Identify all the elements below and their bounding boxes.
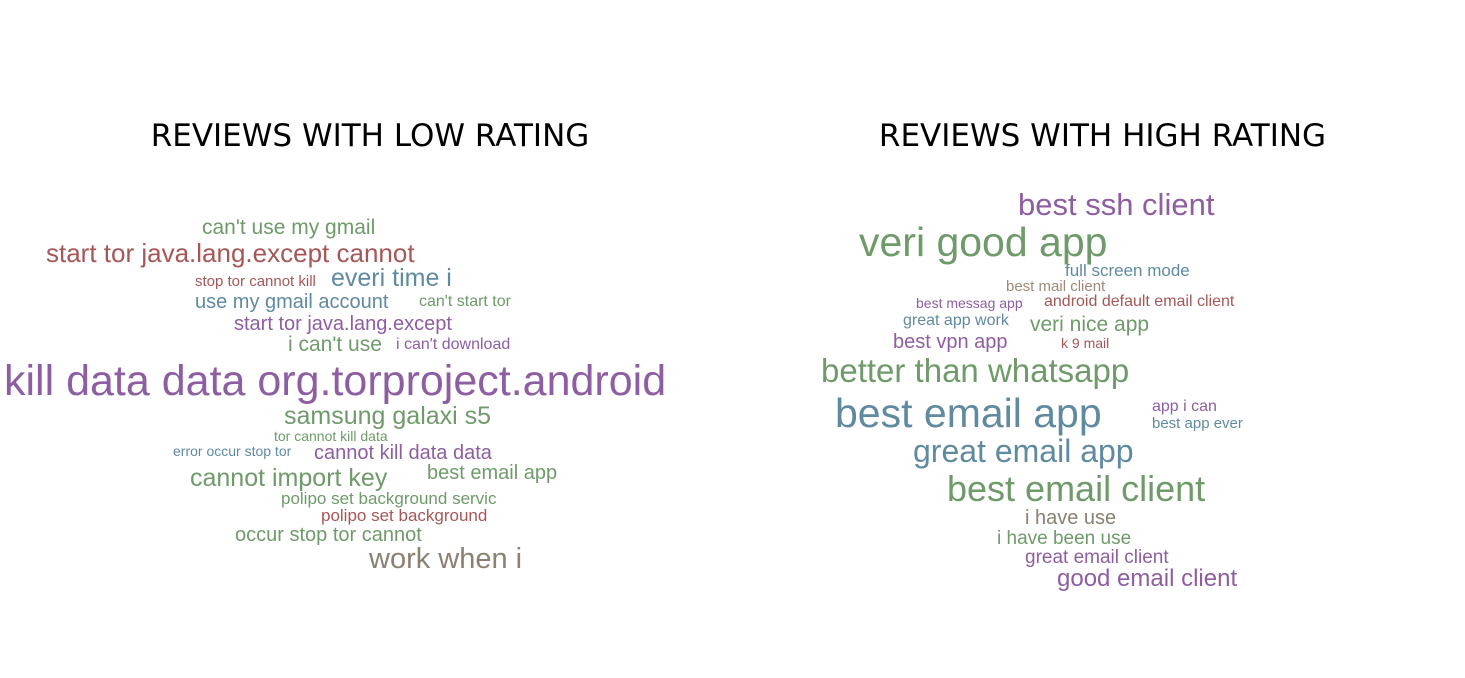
cloud-word: great email client bbox=[1025, 547, 1169, 568]
cloud-word: i have been use bbox=[997, 528, 1132, 549]
cloud-word: best mail client bbox=[1006, 278, 1106, 295]
cloud-word: everi time i bbox=[331, 264, 452, 292]
cloud-word: i can't download bbox=[396, 336, 511, 353]
cloud-word: best app ever bbox=[1152, 415, 1243, 432]
cloud-word: polipo set background servic bbox=[281, 489, 497, 508]
low-rating-panel: REVIEWS WITH LOW RATING can't use my gma… bbox=[4, 118, 667, 575]
cloud-word: i have use bbox=[1025, 507, 1117, 529]
cloud-word: app i can bbox=[1152, 398, 1217, 415]
cloud-word: best email app bbox=[835, 390, 1102, 436]
cloud-word: cannot import key bbox=[190, 464, 388, 492]
cloud-word: can't use my gmail bbox=[202, 216, 376, 239]
high-rating-title: REVIEWS WITH HIGH RATING bbox=[878, 118, 1327, 154]
cloud-word: good email client bbox=[1057, 565, 1238, 592]
cloud-word: full screen mode bbox=[1065, 261, 1190, 280]
cloud-word: better than whatsapp bbox=[821, 352, 1130, 389]
cloud-word: best vpn app bbox=[893, 331, 1008, 353]
cloud-word: start tor java.lang.except bbox=[234, 313, 452, 335]
cloud-word: great email app bbox=[913, 433, 1134, 469]
cloud-word: i can't use bbox=[288, 333, 382, 356]
cloud-word: best messag app bbox=[916, 295, 1023, 311]
low-rating-title: REVIEWS WITH LOW RATING bbox=[150, 118, 590, 154]
cloud-word: start tor java.lang.except cannot bbox=[46, 238, 415, 268]
cloud-word: work when i bbox=[369, 543, 523, 575]
cloud-word: tor cannot kill data bbox=[274, 428, 388, 444]
cloud-word: k 9 mail bbox=[1061, 335, 1110, 351]
cloud-word: veri nice app bbox=[1030, 313, 1150, 336]
cloud-word: best email app bbox=[427, 462, 558, 484]
cloud-word: occur stop tor cannot bbox=[235, 524, 422, 546]
cloud-word: use my gmail account bbox=[195, 291, 389, 313]
cloud-word: veri good app bbox=[859, 219, 1108, 265]
cloud-word: android default email client bbox=[1044, 293, 1235, 310]
cloud-word: kill data data org.torproject.android bbox=[4, 357, 667, 405]
cloud-word: can't start tor bbox=[419, 293, 511, 310]
cloud-word: error occur stop tor bbox=[173, 443, 292, 459]
cloud-word: samsung galaxi s5 bbox=[284, 402, 492, 430]
low-rating-word-cloud: can't use my gmail start tor java.lang.e… bbox=[4, 216, 667, 575]
cloud-word: cannot kill data data bbox=[314, 442, 492, 464]
high-rating-word-cloud: best ssh client veri good app full scree… bbox=[740, 0, 1465, 678]
high-rating-panel: REVIEWS WITH HIGH RATING best ssh client… bbox=[740, 0, 1465, 678]
cloud-word: great app work bbox=[903, 312, 1009, 329]
cloud-word: best email client bbox=[947, 468, 1206, 509]
cloud-word: stop tor cannot kill bbox=[195, 273, 316, 290]
cloud-word: best ssh client bbox=[1018, 187, 1215, 222]
cloud-word: polipo set background bbox=[321, 506, 488, 525]
